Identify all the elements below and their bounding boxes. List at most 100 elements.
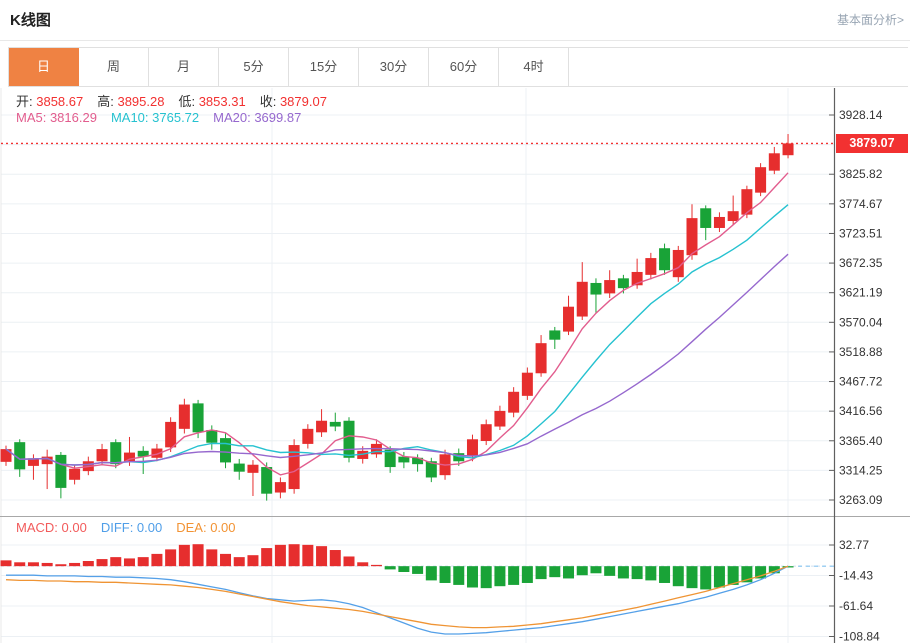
candle xyxy=(700,208,712,228)
candle xyxy=(631,271,643,286)
macd-bar xyxy=(659,566,671,583)
candle xyxy=(14,442,26,470)
ma-legend: MA5: 3816.29 MA10: 3765.72 MA20: 3699.87 xyxy=(16,110,315,125)
macd-bar xyxy=(110,557,122,567)
page-header: K线图 基本面分析> xyxy=(0,0,910,41)
macd-bar xyxy=(370,564,382,567)
macd-bar xyxy=(0,560,12,567)
macd-bar xyxy=(494,566,506,587)
axis-tick-label: 3518.88 xyxy=(839,345,883,359)
macd-bar xyxy=(672,566,684,587)
macd-bar xyxy=(274,544,286,567)
candle xyxy=(549,330,561,340)
macd-bar xyxy=(14,562,26,567)
ohlc-legend: 开: 3858.67 高: 3895.28 低: 3853.31 收: 3879.07 xyxy=(16,91,341,110)
macd-bar xyxy=(768,566,780,574)
axis-tick-label: 3825.82 xyxy=(839,167,883,181)
macd-bar xyxy=(302,544,314,567)
candle xyxy=(261,467,273,494)
macd-bar xyxy=(700,566,712,590)
ohlc-item-2: 低: 3853.31 xyxy=(178,94,246,109)
candle xyxy=(302,428,314,444)
candle xyxy=(96,449,108,462)
macd-bar xyxy=(466,566,478,588)
ma-item-2: MA20: 3699.87 xyxy=(213,110,302,125)
axis-tick-label: -14.43 xyxy=(839,568,873,582)
macd-bar xyxy=(151,553,163,567)
candle xyxy=(220,438,232,463)
candle xyxy=(494,410,506,427)
macd-bar xyxy=(439,566,451,583)
axis-tick-label: 3467.72 xyxy=(839,375,883,389)
macd-bar xyxy=(412,566,424,574)
ma-item-1: MA10: 3765.72 xyxy=(110,110,200,125)
candle xyxy=(659,248,671,271)
tab-日[interactable]: 日 xyxy=(9,48,79,86)
tab-月[interactable]: 月 xyxy=(149,48,219,86)
tab-4时[interactable]: 4时 xyxy=(499,48,569,86)
macd-bar xyxy=(69,562,81,567)
tab-60分[interactable]: 60分 xyxy=(429,48,499,86)
candle xyxy=(398,456,410,463)
candle xyxy=(55,454,67,488)
macd-bar xyxy=(233,557,245,567)
ma20-line xyxy=(5,253,789,466)
candle xyxy=(508,391,520,413)
macd-bar xyxy=(398,566,410,572)
macd-bar xyxy=(576,566,588,576)
axis-tick-label: 3416.56 xyxy=(839,404,883,418)
axis-tick-label: 3928.14 xyxy=(839,108,883,122)
macd-bar xyxy=(261,548,273,567)
candle xyxy=(768,153,780,171)
tab-30分[interactable]: 30分 xyxy=(359,48,429,86)
macd-bar xyxy=(27,562,39,567)
candle xyxy=(590,282,602,295)
macd-bar xyxy=(604,566,616,576)
macd-bar xyxy=(508,566,520,585)
macd-bar xyxy=(563,566,575,579)
candle xyxy=(741,189,753,215)
diff-line xyxy=(6,565,789,635)
macd-bar xyxy=(137,557,149,567)
macd-bar xyxy=(178,544,190,567)
candle xyxy=(617,278,629,289)
macd-bar xyxy=(96,559,108,567)
macd-bar xyxy=(357,562,369,567)
candle xyxy=(274,482,286,493)
macd-bar xyxy=(425,566,437,581)
macd-bar xyxy=(713,566,725,588)
candle xyxy=(672,249,684,278)
axis-tick-label: 3314.25 xyxy=(839,463,883,477)
axis-tick-label: 3570.04 xyxy=(839,315,883,329)
candle xyxy=(165,421,177,448)
macd-bar xyxy=(206,549,218,567)
axis-tick-label: 32.77 xyxy=(839,538,869,552)
tab-15分[interactable]: 15分 xyxy=(289,48,359,86)
candle xyxy=(521,372,533,396)
tab-5分[interactable]: 5分 xyxy=(219,48,289,86)
macd-bar xyxy=(165,549,177,567)
candle xyxy=(288,445,300,490)
ma10-line xyxy=(5,204,789,466)
candle xyxy=(782,143,794,156)
axis-tick-label: -108.84 xyxy=(839,630,880,643)
candle xyxy=(233,463,245,472)
macd-bar xyxy=(316,546,328,567)
candle xyxy=(727,211,739,222)
macd-bar xyxy=(480,566,492,589)
axis-tick-label: 3365.40 xyxy=(839,434,883,448)
candle xyxy=(645,258,657,275)
candle xyxy=(316,420,328,433)
candle xyxy=(576,281,588,317)
candle xyxy=(686,218,698,256)
page-title: K线图 xyxy=(10,12,51,29)
dea-line xyxy=(5,565,789,629)
candle xyxy=(247,464,259,473)
macd-legend: MACD: 0.00 DIFF: 0.00 DEA: 0.00 xyxy=(16,520,250,535)
macd-bar xyxy=(247,555,259,567)
axis-tick-label: -61.64 xyxy=(839,599,873,613)
macd-bar xyxy=(631,566,643,580)
ohlc-item-3: 收: 3879.07 xyxy=(259,94,327,109)
fundamental-analysis-link[interactable]: 基本面分析> xyxy=(836,13,904,27)
tab-周[interactable]: 周 xyxy=(79,48,149,86)
